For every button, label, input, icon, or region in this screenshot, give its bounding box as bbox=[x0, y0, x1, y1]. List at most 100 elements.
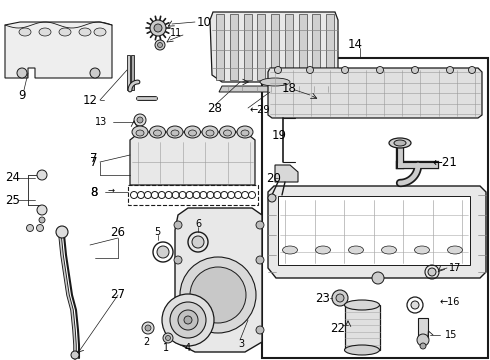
Text: 14: 14 bbox=[348, 37, 363, 50]
Ellipse shape bbox=[94, 28, 106, 36]
Ellipse shape bbox=[344, 345, 379, 355]
Bar bbox=[345, 305, 380, 350]
Polygon shape bbox=[230, 14, 238, 80]
Circle shape bbox=[90, 68, 100, 78]
Bar bbox=[418, 318, 428, 338]
Text: 10: 10 bbox=[197, 15, 212, 28]
Text: 17: 17 bbox=[449, 263, 462, 273]
Polygon shape bbox=[312, 14, 320, 80]
Circle shape bbox=[36, 225, 44, 231]
Bar bbox=[128, 185, 258, 205]
Text: 20: 20 bbox=[266, 171, 281, 185]
Polygon shape bbox=[219, 86, 333, 92]
Ellipse shape bbox=[382, 246, 396, 254]
Text: 24: 24 bbox=[5, 171, 20, 184]
Polygon shape bbox=[257, 14, 265, 80]
Ellipse shape bbox=[241, 130, 249, 136]
Circle shape bbox=[155, 40, 165, 50]
Polygon shape bbox=[298, 14, 307, 80]
Circle shape bbox=[336, 294, 344, 302]
Circle shape bbox=[274, 67, 281, 73]
Text: 28: 28 bbox=[207, 102, 222, 114]
Circle shape bbox=[134, 114, 146, 126]
Text: 13: 13 bbox=[95, 117, 107, 127]
Text: 7: 7 bbox=[90, 152, 98, 165]
Circle shape bbox=[137, 117, 143, 123]
Circle shape bbox=[154, 24, 162, 32]
Polygon shape bbox=[210, 12, 338, 82]
Polygon shape bbox=[271, 14, 279, 80]
Text: 27: 27 bbox=[110, 288, 125, 302]
Circle shape bbox=[174, 326, 182, 334]
Ellipse shape bbox=[189, 130, 196, 136]
Ellipse shape bbox=[167, 126, 183, 138]
Ellipse shape bbox=[132, 126, 148, 138]
Ellipse shape bbox=[220, 126, 236, 138]
Text: 23: 23 bbox=[315, 292, 330, 305]
Text: 2: 2 bbox=[143, 337, 149, 347]
Polygon shape bbox=[275, 165, 298, 182]
Circle shape bbox=[37, 205, 47, 215]
Polygon shape bbox=[326, 14, 334, 80]
Text: ←16: ←16 bbox=[440, 297, 461, 307]
Circle shape bbox=[142, 322, 154, 334]
Circle shape bbox=[342, 67, 348, 73]
Circle shape bbox=[412, 67, 418, 73]
Ellipse shape bbox=[223, 130, 231, 136]
Circle shape bbox=[166, 336, 171, 341]
Text: 26: 26 bbox=[110, 225, 125, 239]
Circle shape bbox=[184, 316, 192, 324]
Polygon shape bbox=[216, 14, 224, 80]
Polygon shape bbox=[131, 55, 134, 90]
Circle shape bbox=[307, 67, 314, 73]
Polygon shape bbox=[268, 68, 482, 118]
Bar bbox=[262, 58, 488, 358]
Ellipse shape bbox=[185, 126, 200, 138]
Circle shape bbox=[145, 325, 151, 331]
Circle shape bbox=[192, 236, 204, 248]
Ellipse shape bbox=[79, 28, 91, 36]
Text: 5: 5 bbox=[154, 227, 160, 237]
Polygon shape bbox=[244, 14, 251, 80]
Text: 8: 8 bbox=[90, 185, 98, 198]
Text: 25: 25 bbox=[5, 194, 20, 207]
Circle shape bbox=[256, 326, 264, 334]
Circle shape bbox=[150, 20, 166, 36]
Polygon shape bbox=[278, 196, 470, 265]
Circle shape bbox=[157, 246, 169, 258]
Circle shape bbox=[256, 256, 264, 264]
Ellipse shape bbox=[316, 246, 330, 254]
Polygon shape bbox=[5, 22, 112, 78]
Circle shape bbox=[420, 343, 426, 349]
Circle shape bbox=[56, 226, 68, 238]
Text: 1: 1 bbox=[163, 343, 169, 353]
Circle shape bbox=[180, 257, 256, 333]
Circle shape bbox=[468, 67, 475, 73]
Circle shape bbox=[17, 68, 27, 78]
Circle shape bbox=[174, 221, 182, 229]
Text: ←21: ←21 bbox=[432, 156, 457, 168]
Ellipse shape bbox=[394, 140, 406, 146]
Text: 9: 9 bbox=[18, 89, 25, 102]
Circle shape bbox=[372, 272, 384, 284]
Polygon shape bbox=[130, 132, 255, 185]
Text: 15: 15 bbox=[445, 330, 457, 340]
Circle shape bbox=[26, 225, 33, 231]
Circle shape bbox=[411, 301, 419, 309]
Ellipse shape bbox=[59, 28, 71, 36]
Circle shape bbox=[162, 294, 214, 346]
Ellipse shape bbox=[415, 246, 430, 254]
Ellipse shape bbox=[39, 28, 51, 36]
Circle shape bbox=[178, 310, 198, 330]
Text: 11: 11 bbox=[170, 28, 182, 38]
Ellipse shape bbox=[447, 246, 463, 254]
Ellipse shape bbox=[237, 126, 253, 138]
Circle shape bbox=[39, 217, 45, 223]
Ellipse shape bbox=[389, 138, 411, 148]
Text: 12: 12 bbox=[83, 94, 98, 107]
Ellipse shape bbox=[171, 130, 179, 136]
Text: 19: 19 bbox=[272, 129, 287, 141]
Text: 6: 6 bbox=[195, 219, 201, 229]
Circle shape bbox=[170, 302, 206, 338]
Polygon shape bbox=[127, 55, 130, 90]
